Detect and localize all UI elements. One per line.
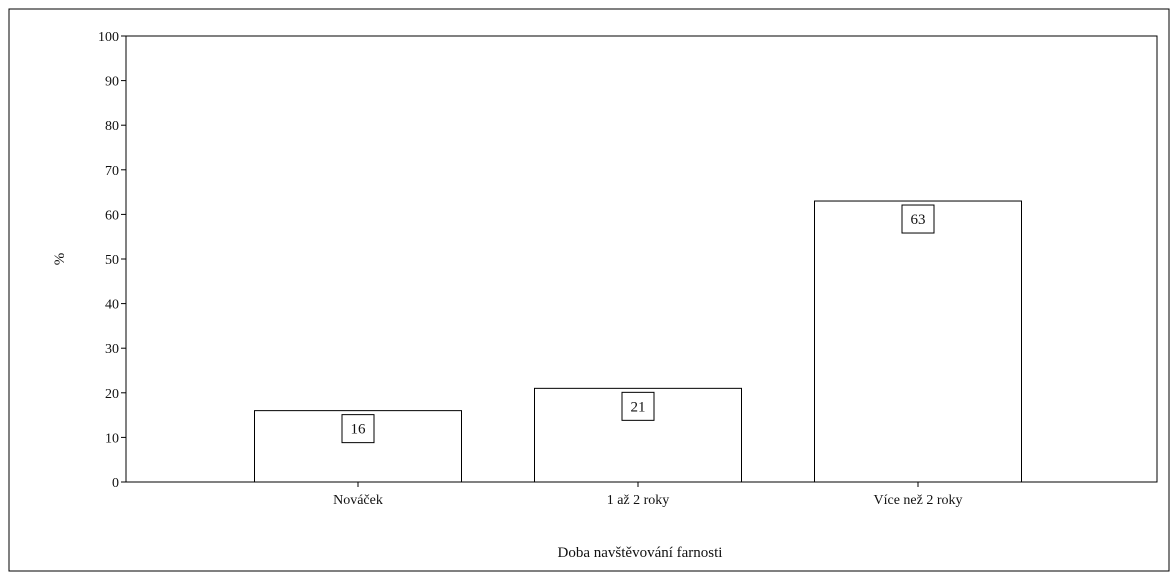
y-tick-label: 60	[105, 208, 119, 223]
x-axis-label: Doba navštěvování farnosti	[558, 545, 723, 561]
data-label-box	[901, 204, 935, 234]
chart-frame	[8, 8, 1170, 572]
y-tick-label: 80	[105, 119, 119, 134]
y-tick-label: 50	[105, 253, 119, 268]
data-label-box	[621, 391, 655, 421]
data-label-box	[341, 414, 375, 444]
y-tick-label: 100	[98, 30, 119, 45]
category-label: 1 až 2 roky	[607, 493, 670, 508]
y-axis: 0 10 20 30 40 50 60 70 80 90 100	[98, 30, 126, 491]
x-axis: Nováček 1 až 2 roky Více než 2 roky	[333, 482, 963, 508]
data-label: 63	[911, 212, 926, 228]
y-tick-label: 20	[105, 387, 119, 402]
category-label: Nováček	[333, 493, 383, 508]
bars-group: 16 21 63	[254, 200, 1022, 483]
y-tick-label: 70	[105, 164, 119, 179]
bar	[814, 200, 1022, 483]
y-tick-label: 30	[105, 342, 119, 357]
category-label: Více než 2 roky	[873, 493, 962, 508]
data-label: 16	[351, 422, 367, 438]
y-axis-label: %	[52, 253, 68, 266]
y-tick-label: 40	[105, 298, 119, 313]
data-label: 21	[631, 399, 646, 415]
y-tick-label: 10	[105, 431, 119, 446]
y-tick-label: 0	[112, 476, 119, 491]
y-tick-label: 90	[105, 75, 119, 90]
